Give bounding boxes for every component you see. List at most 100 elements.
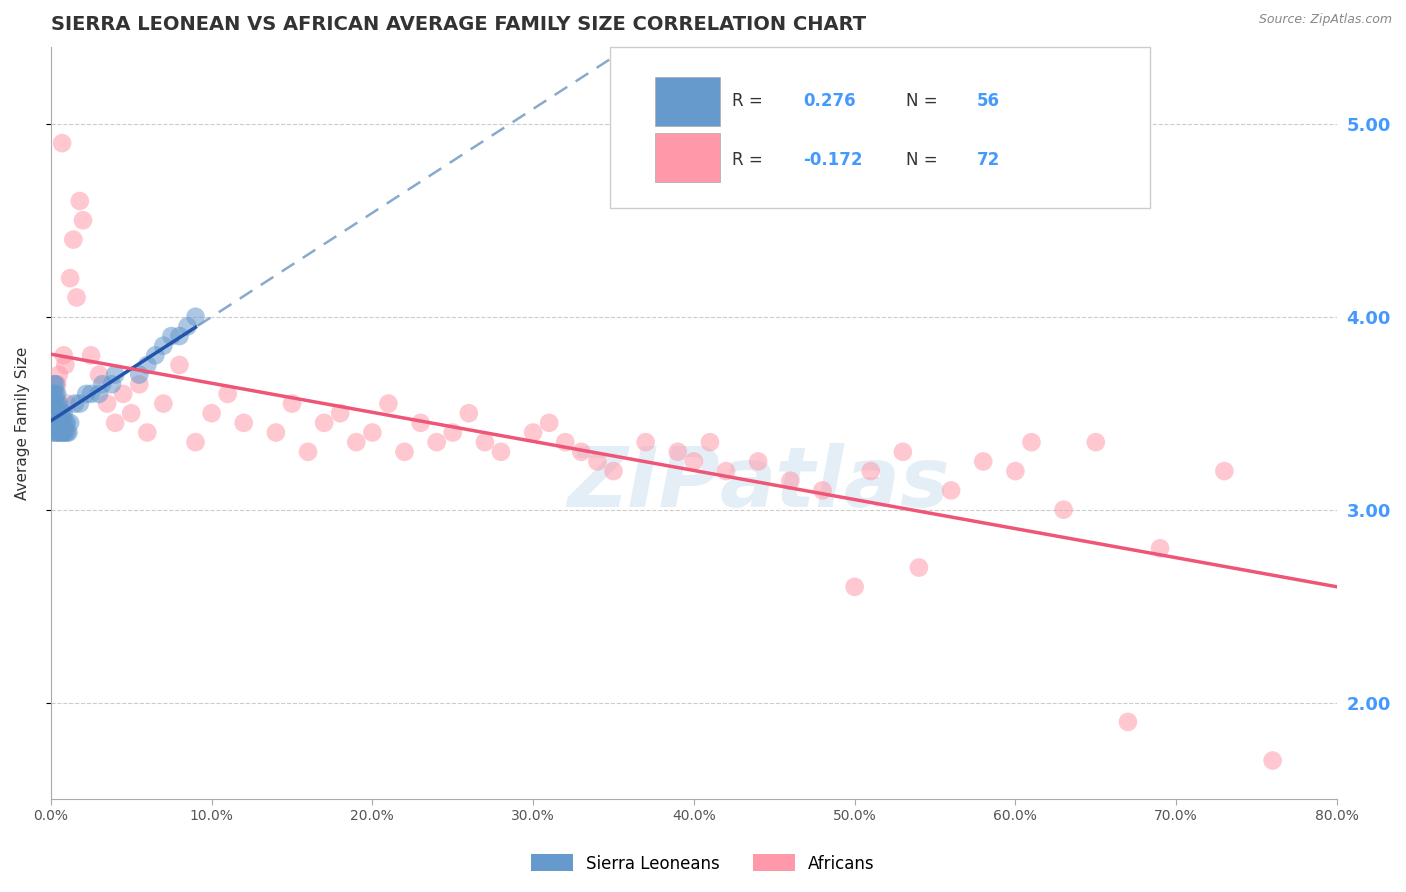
Point <box>1261 754 1284 768</box>
Point <box>65 290 87 304</box>
Point <box>426 435 449 450</box>
Point <box>779 474 801 488</box>
Point <box>120 406 142 420</box>
Point <box>52 406 75 420</box>
FancyBboxPatch shape <box>610 46 1150 209</box>
Text: 56: 56 <box>977 92 1000 110</box>
Point <box>361 425 384 440</box>
Point <box>152 396 174 410</box>
Point <box>42 387 65 401</box>
Point <box>683 454 706 468</box>
Point <box>48 406 70 420</box>
FancyBboxPatch shape <box>655 133 720 182</box>
Point <box>52 425 75 440</box>
Point <box>714 464 737 478</box>
Point <box>45 396 67 410</box>
Point <box>51 136 73 150</box>
FancyBboxPatch shape <box>655 77 720 126</box>
Point <box>169 358 191 372</box>
Point <box>104 416 127 430</box>
Point <box>169 329 191 343</box>
Point <box>136 425 159 440</box>
Point <box>53 425 76 440</box>
Point <box>87 387 110 401</box>
Point <box>314 416 336 430</box>
Point <box>281 396 304 410</box>
Point <box>101 377 124 392</box>
Point <box>56 425 79 440</box>
Y-axis label: Average Family Size: Average Family Size <box>15 346 30 500</box>
Text: 0.276: 0.276 <box>803 92 856 110</box>
Text: N =: N = <box>905 151 943 169</box>
Point <box>602 464 624 478</box>
Point <box>441 425 464 440</box>
Point <box>554 435 576 450</box>
Point <box>51 425 73 440</box>
Point <box>46 377 69 392</box>
Point <box>394 445 416 459</box>
Point <box>1021 435 1043 450</box>
Point <box>634 435 657 450</box>
Point <box>48 396 70 410</box>
Point <box>72 213 94 227</box>
Point <box>569 445 592 459</box>
Point <box>46 416 69 430</box>
Point <box>42 416 65 430</box>
Point <box>56 396 79 410</box>
Point <box>329 406 352 420</box>
Point <box>264 425 287 440</box>
Point <box>53 358 76 372</box>
Point <box>217 387 239 401</box>
Point <box>58 425 80 440</box>
Point <box>49 425 72 440</box>
Point <box>69 396 91 410</box>
Point <box>112 387 135 401</box>
Point <box>48 425 70 440</box>
Point <box>46 425 69 440</box>
Text: ZIP: ZIP <box>567 442 720 524</box>
Point <box>939 483 962 498</box>
Text: atlas: atlas <box>720 442 950 524</box>
Point <box>51 416 73 430</box>
Point <box>49 406 72 420</box>
Point <box>69 194 91 208</box>
Point <box>474 435 496 450</box>
Point <box>1004 464 1026 478</box>
Point <box>46 406 69 420</box>
Text: R =: R = <box>733 151 769 169</box>
Point <box>41 425 63 440</box>
Point <box>377 396 399 410</box>
Point <box>908 560 931 574</box>
Point <box>42 396 65 410</box>
Point <box>91 377 114 392</box>
Point <box>586 454 609 468</box>
Point <box>45 377 67 392</box>
Point <box>1149 541 1171 556</box>
Point <box>297 445 319 459</box>
Legend: Sierra Leoneans, Africans: Sierra Leoneans, Africans <box>524 847 882 880</box>
Point <box>45 425 67 440</box>
Point <box>51 406 73 420</box>
Point <box>1116 714 1139 729</box>
Point <box>409 416 432 430</box>
Point <box>87 368 110 382</box>
Point <box>42 377 65 392</box>
Point <box>46 387 69 401</box>
Point <box>859 464 882 478</box>
Point <box>46 396 69 410</box>
Point <box>1052 502 1074 516</box>
Text: -0.172: -0.172 <box>803 151 863 169</box>
Text: R =: R = <box>733 92 769 110</box>
Point <box>96 396 118 410</box>
Point <box>41 406 63 420</box>
Point <box>48 416 70 430</box>
Point <box>45 406 67 420</box>
Point <box>62 233 84 247</box>
Text: 72: 72 <box>977 151 1000 169</box>
Point <box>184 435 207 450</box>
Point <box>232 416 254 430</box>
Point <box>184 310 207 324</box>
Point <box>56 416 79 430</box>
Point <box>522 425 544 440</box>
Point <box>49 416 72 430</box>
